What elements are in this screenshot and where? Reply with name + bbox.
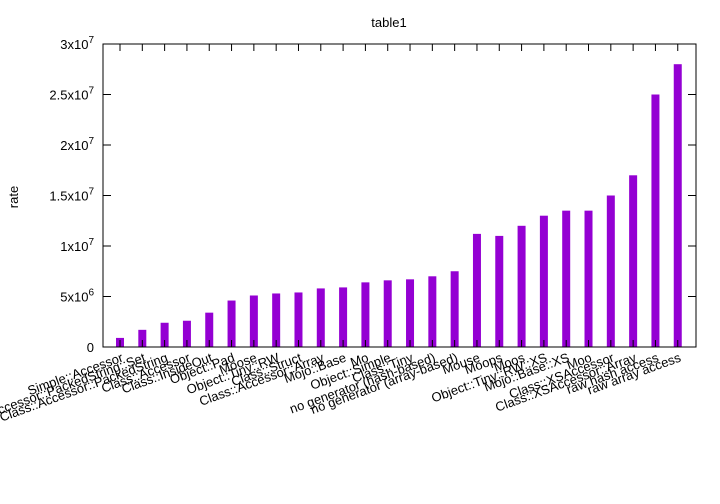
- bar: [495, 235, 504, 347]
- bar-series: [116, 64, 682, 347]
- bar: [316, 288, 325, 347]
- y-tick-label: 3x107: [60, 35, 94, 52]
- x-axis: Simple::AccessorAccessor::PackedString::…: [0, 44, 683, 425]
- y-tick-label: 1.5x107: [49, 187, 94, 204]
- bar: [428, 276, 437, 347]
- plot-frame: [102, 43, 697, 348]
- y-tick-label: 5x106: [60, 288, 94, 305]
- y-tick-label: 0: [87, 340, 94, 355]
- bar: [562, 210, 571, 347]
- bar: [383, 280, 392, 347]
- bar: [138, 329, 147, 347]
- bar: [539, 215, 548, 347]
- bar: [673, 64, 682, 347]
- bar: [272, 293, 281, 347]
- bar: [182, 320, 191, 347]
- bar: [606, 195, 615, 347]
- bar: [450, 271, 459, 347]
- bar: [227, 300, 236, 347]
- bar: [294, 292, 303, 347]
- x-tick-label: Mo: [348, 350, 370, 370]
- chart-title: table1: [371, 15, 406, 30]
- bar: [249, 295, 258, 347]
- bar: [651, 94, 660, 347]
- bar: [472, 233, 481, 347]
- bar: [629, 175, 638, 347]
- bar: [160, 322, 169, 347]
- bar: [584, 210, 593, 347]
- bar: [361, 282, 370, 347]
- y-axis: 0 5x106 1x107 1.5x107 2x107 2.5x107 3x107: [49, 35, 696, 355]
- bar: [339, 287, 348, 347]
- bar: [517, 225, 526, 347]
- y-tick-label: 1x107: [60, 237, 94, 254]
- bar: [205, 312, 214, 347]
- y-tick-label: 2x107: [60, 136, 94, 153]
- y-tick-label: 2.5x107: [49, 86, 94, 103]
- y-axis-label: rate: [6, 186, 21, 208]
- bar: [406, 279, 415, 347]
